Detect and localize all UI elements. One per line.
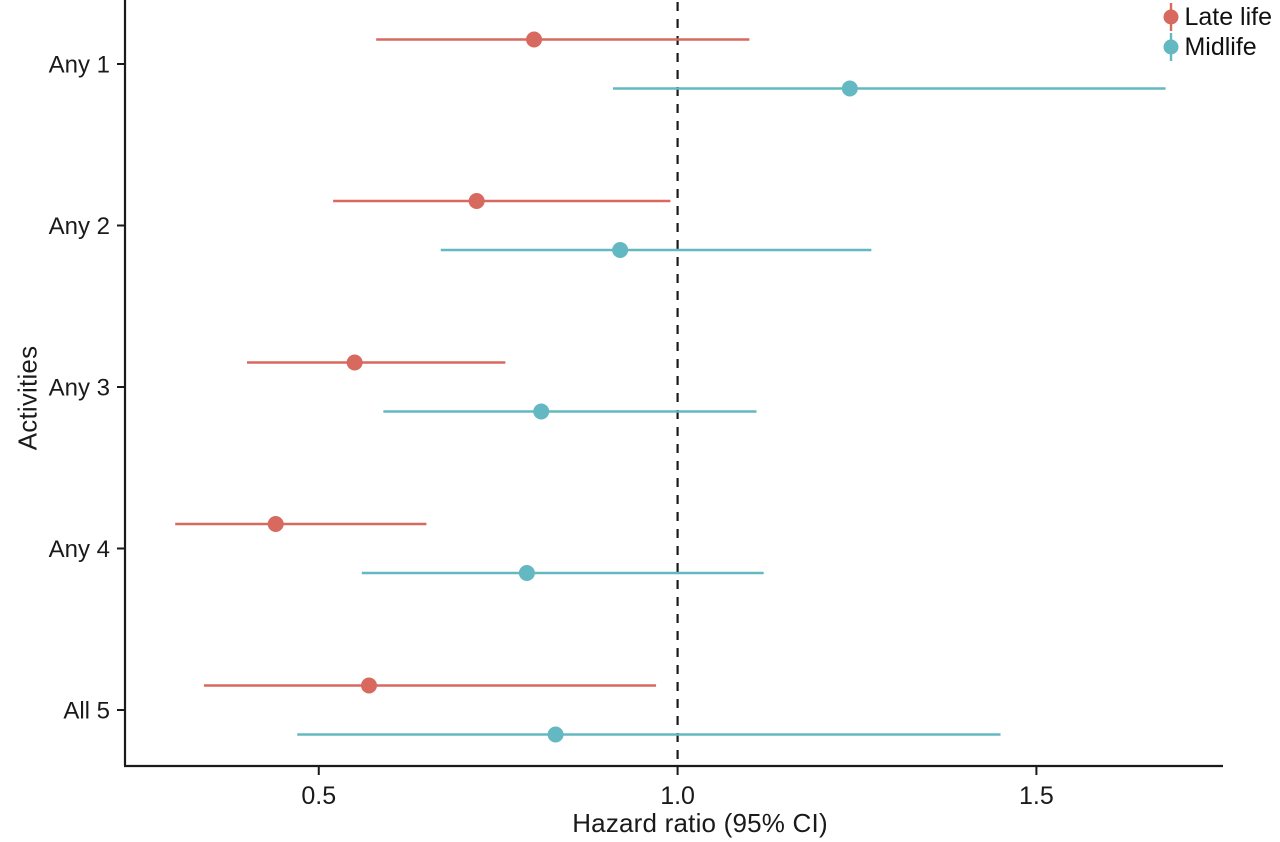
category-label-any-3: Any 3 [49, 374, 110, 401]
pointrange-key-icon [1163, 33, 1179, 61]
late-life-point-any-1 [526, 31, 543, 48]
midlife-point-any-3 [533, 403, 550, 420]
legend: Late life Midlife [1162, 2, 1272, 62]
pointrange-key-icon [1163, 3, 1179, 31]
legend-label-midlife: Midlife [1184, 32, 1257, 61]
legend-label-late-life: Late life [1184, 2, 1272, 31]
category-label-any-4: Any 4 [49, 536, 110, 563]
x-tick-label-1.0: 1.0 [660, 782, 695, 810]
late-life-point-all-5 [361, 677, 377, 694]
category-label-any-2: Any 2 [49, 213, 110, 240]
x-tick-label-1.5: 1.5 [1019, 782, 1054, 810]
legend-item-late-life: Late life [1162, 2, 1272, 32]
category-label-all-5: All 5 [63, 697, 110, 724]
late-life-point-any-4 [267, 516, 284, 532]
category-label-any-1: Any 1 [49, 51, 110, 78]
midlife-point-any-2 [612, 242, 629, 258]
y-axis-title: Activities [12, 345, 43, 451]
legend-item-midlife: Midlife [1162, 32, 1272, 62]
x-axis-title: Hazard ratio (95% CI) [572, 808, 828, 838]
midlife-point-all-5 [547, 726, 564, 743]
x-tick-label-0.5: 0.5 [301, 782, 336, 810]
late-life-point-any-3 [346, 354, 363, 371]
midlife-point-any-4 [518, 565, 535, 581]
midlife-point-any-1 [841, 80, 858, 97]
late-life-point-any-2 [468, 193, 485, 209]
